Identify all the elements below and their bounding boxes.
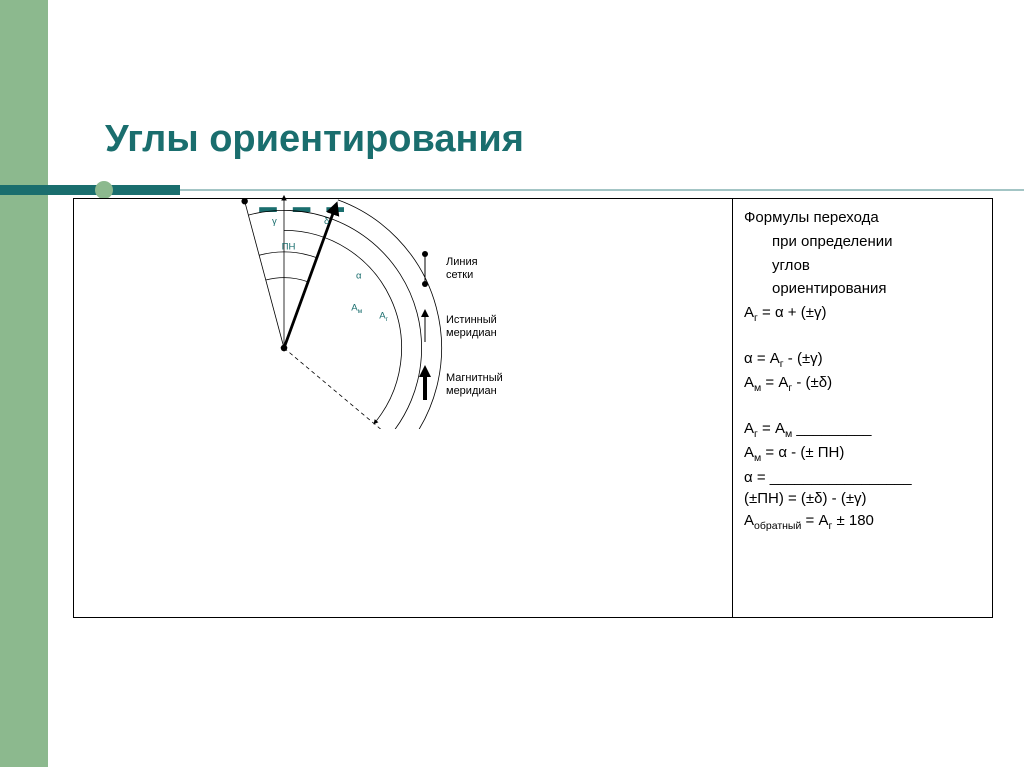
legend-arrow-icon [414, 249, 436, 289]
formula-line: Aм = α - (± ПН) [744, 442, 984, 466]
legend-arrow-icon [414, 365, 436, 405]
formula-line [744, 326, 984, 348]
legend: Линиясетки Истинныймеридиан Магнитныймерид… [414, 254, 503, 428]
page-title: Углы ориентирования [105, 118, 524, 161]
svg-text:Aг: Aг [379, 310, 388, 322]
legend-label: Линиясетки [446, 256, 478, 282]
formula-line: Aобратный = Aг ± 180 [744, 510, 984, 534]
formula-line: Aг = α + (±γ) [744, 302, 984, 326]
svg-text:α: α [356, 270, 362, 281]
svg-text:Aм: Aм [351, 302, 362, 314]
formula-line [744, 396, 984, 418]
magnetic-meridian-legend: Магнитныймеридиан [414, 370, 503, 400]
svg-text:ПН: ПН [282, 242, 296, 253]
legend-arrow-icon [414, 307, 436, 347]
diagram-area: γδПНAмAгα ЛиниясеткиИстинныймеридианМагн… [74, 199, 732, 617]
formula-line: Aм = Aг - (±δ) [744, 372, 984, 396]
formulas-panel: Формулы переходапри определенииугловорие… [744, 207, 984, 534]
formula-line: α = Aг - (±γ) [744, 348, 984, 372]
formulas-heading-line: ориентирования [744, 278, 984, 300]
true-meridian-legend: Истинныймеридиан [414, 312, 503, 342]
vertical-divider [732, 199, 733, 617]
formula-line: α = _________________ [744, 467, 984, 489]
legend-label: Магнитныймеридиан [446, 372, 503, 398]
legend-label: Истинныймеридиан [446, 314, 497, 340]
content-frame: γδПНAмAгα ЛиниясеткиИстинныймеридианМагн… [73, 198, 993, 618]
formula-line: Aг = Aм _________ [744, 418, 984, 442]
formula-line: (±ПН) = (±δ) - (±γ) [744, 488, 984, 510]
svg-text:γ: γ [272, 216, 277, 227]
grid-line-legend: Линиясетки [414, 254, 503, 284]
formulas-heading-line: при определении [744, 231, 984, 253]
sidebar-accent [0, 0, 48, 767]
formulas-heading-line: Формулы перехода [744, 207, 984, 229]
formulas-heading-line: углов [744, 255, 984, 277]
